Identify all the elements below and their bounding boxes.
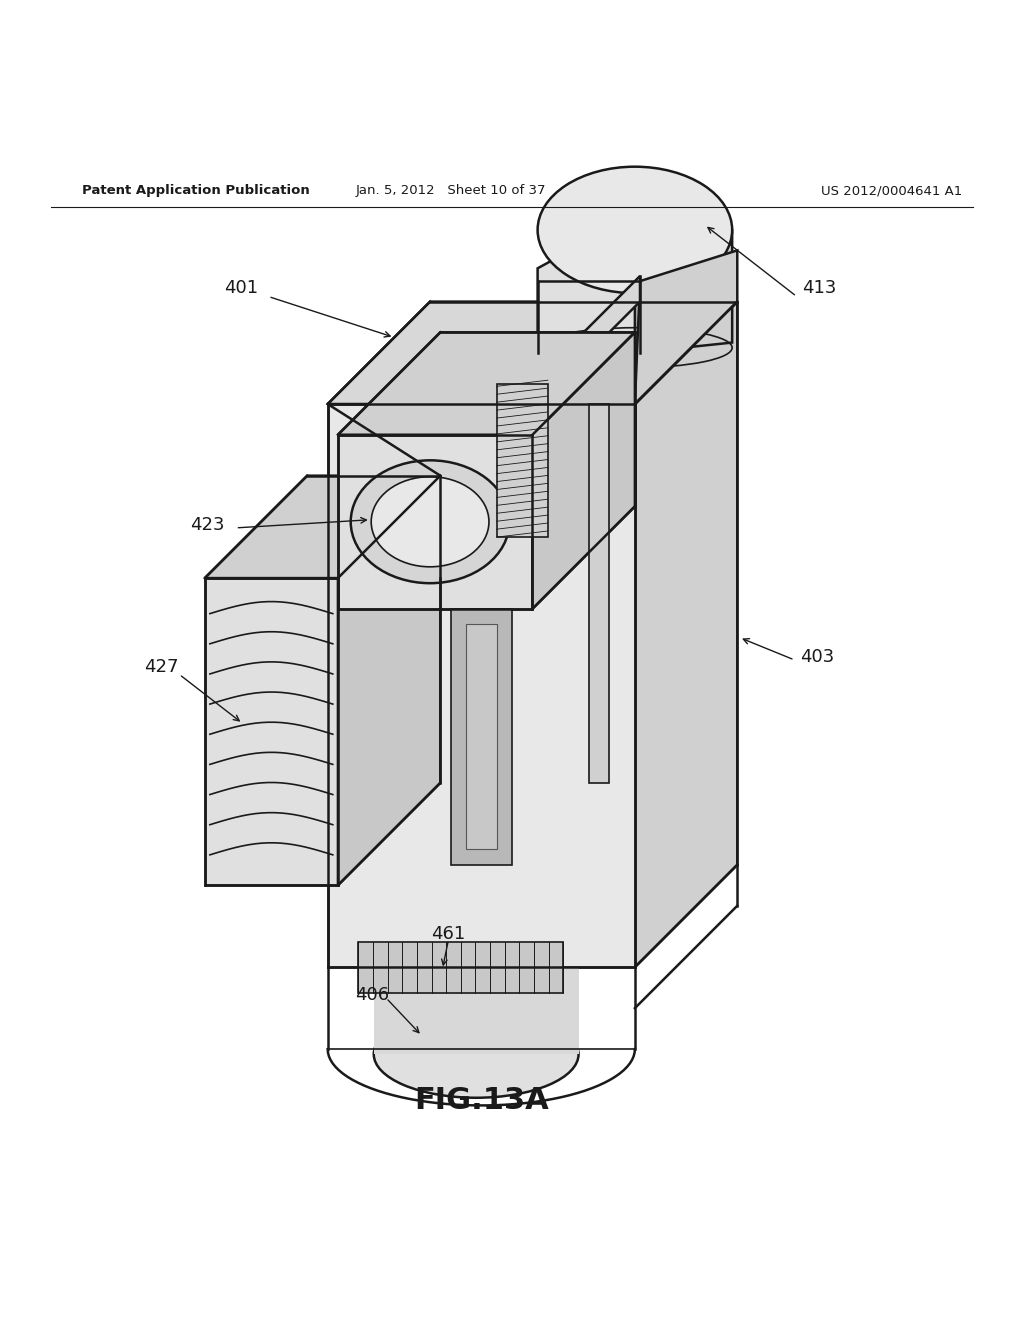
Polygon shape xyxy=(338,333,635,434)
Polygon shape xyxy=(358,941,563,993)
Polygon shape xyxy=(497,384,548,537)
Polygon shape xyxy=(635,251,737,404)
Polygon shape xyxy=(205,475,440,578)
Ellipse shape xyxy=(350,461,510,583)
Ellipse shape xyxy=(371,477,489,566)
Polygon shape xyxy=(466,624,497,850)
Text: US 2012/0004641 A1: US 2012/0004641 A1 xyxy=(821,183,963,197)
Text: 403: 403 xyxy=(800,648,835,667)
Polygon shape xyxy=(328,404,635,968)
Text: Jan. 5, 2012   Sheet 10 of 37: Jan. 5, 2012 Sheet 10 of 37 xyxy=(355,183,546,197)
Text: 413: 413 xyxy=(802,280,837,297)
Ellipse shape xyxy=(538,166,732,293)
Text: 461: 461 xyxy=(431,924,466,942)
Polygon shape xyxy=(338,475,440,886)
Text: 427: 427 xyxy=(144,659,179,676)
Polygon shape xyxy=(635,301,737,968)
Polygon shape xyxy=(532,333,635,609)
Text: Patent Application Publication: Patent Application Publication xyxy=(82,183,309,197)
Polygon shape xyxy=(374,968,579,1055)
Polygon shape xyxy=(635,215,732,352)
Text: 406: 406 xyxy=(354,986,389,1005)
Polygon shape xyxy=(589,404,609,783)
Ellipse shape xyxy=(374,1011,579,1098)
Text: 401: 401 xyxy=(223,280,258,297)
Polygon shape xyxy=(338,434,532,609)
Text: FIG.13A: FIG.13A xyxy=(414,1085,549,1114)
Text: 423: 423 xyxy=(189,516,224,535)
Polygon shape xyxy=(451,609,512,865)
Polygon shape xyxy=(538,276,640,404)
Polygon shape xyxy=(205,578,338,886)
Polygon shape xyxy=(328,301,737,404)
Polygon shape xyxy=(538,215,635,352)
